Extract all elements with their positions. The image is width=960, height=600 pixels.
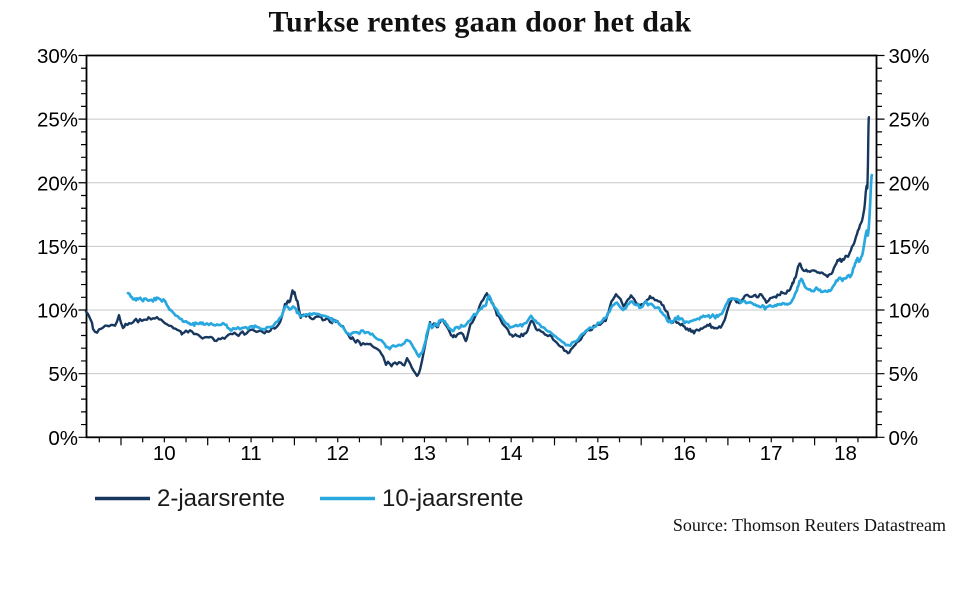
svg-text:2-jaarsrente: 2-jaarsrente [157,485,285,512]
svg-text:14: 14 [500,442,523,465]
svg-text:25%: 25% [889,109,930,132]
svg-text:Source: Thomson Reuters Datast: Source: Thomson Reuters Datastream [673,515,946,535]
svg-text:16: 16 [673,442,696,465]
svg-text:10-jaarsrente: 10-jaarsrente [382,485,523,512]
svg-text:10: 10 [153,442,176,465]
svg-text:0%: 0% [889,427,919,450]
svg-text:5%: 5% [48,363,78,386]
svg-text:12: 12 [326,442,349,465]
svg-text:20%: 20% [889,172,930,195]
svg-text:15%: 15% [37,236,78,259]
svg-text:25%: 25% [37,109,78,132]
svg-text:0%: 0% [48,427,78,450]
svg-text:13: 13 [413,442,436,465]
svg-text:17: 17 [760,442,783,465]
svg-text:30%: 30% [37,45,78,68]
svg-text:15%: 15% [889,236,930,259]
svg-text:10%: 10% [37,300,78,323]
svg-text:30%: 30% [889,45,930,68]
svg-text:18: 18 [834,442,857,465]
svg-text:10%: 10% [889,300,930,323]
svg-text:5%: 5% [889,363,919,386]
svg-text:20%: 20% [37,172,78,195]
svg-text:11: 11 [240,442,261,465]
svg-text:15: 15 [586,442,609,465]
svg-text:Turkse rentes gaan door het da: Turkse rentes gaan door het dak [269,6,692,39]
